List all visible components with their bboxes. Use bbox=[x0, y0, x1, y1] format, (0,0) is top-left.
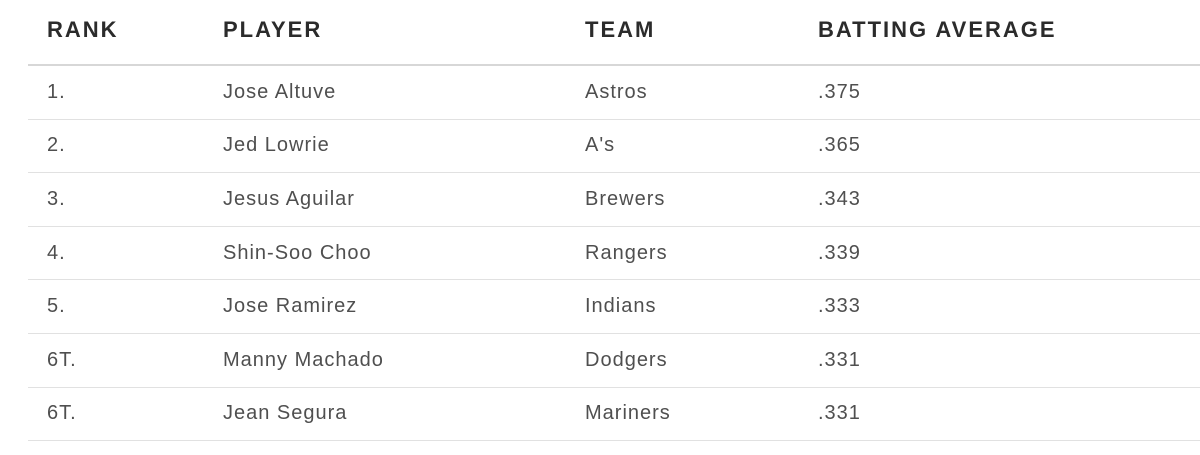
column-header-player: PLAYER bbox=[223, 17, 323, 42]
cell-player: Jose Altuve bbox=[223, 80, 337, 103]
cell-team: Rangers bbox=[585, 241, 668, 264]
column-header-team: TEAM bbox=[585, 17, 656, 42]
table-row: 3. Jesus Aguilar Brewers .343 bbox=[28, 173, 1200, 227]
cell-rank: 5. bbox=[47, 295, 66, 318]
batting-average-table: RANK PLAYER TEAM BATTING AVERAGE 1. Jose… bbox=[28, 0, 1200, 442]
table-row: 1. Jose Altuve Astros .375 bbox=[28, 66, 1200, 120]
column-header-rank: RANK bbox=[47, 17, 119, 42]
column-header-batting-average: BATTING AVERAGE bbox=[818, 17, 1057, 42]
cell-rank: 6T. bbox=[47, 402, 77, 425]
cell-player: Jed Lowrie bbox=[223, 134, 330, 157]
cell-rank: 1. bbox=[47, 80, 66, 103]
cell-team: A's bbox=[585, 134, 616, 157]
table-row: 2. Jed Lowrie A's .365 bbox=[28, 120, 1200, 174]
cell-team: Astros bbox=[585, 80, 648, 103]
cell-rank: 3. bbox=[47, 187, 66, 210]
cell-batting-average: .331 bbox=[818, 348, 861, 371]
table-row: 4. Shin-Soo Choo Rangers .339 bbox=[28, 227, 1200, 281]
cell-team: Mariners bbox=[585, 402, 671, 425]
cell-player: Jesus Aguilar bbox=[223, 187, 355, 210]
cell-player: Manny Machado bbox=[223, 348, 384, 371]
cell-batting-average: .339 bbox=[818, 241, 861, 264]
cell-batting-average: .333 bbox=[818, 295, 861, 318]
cell-player: Jean Segura bbox=[223, 402, 348, 425]
table-row: 5. Jose Ramirez Indians .333 bbox=[28, 280, 1200, 334]
cell-batting-average: .331 bbox=[818, 402, 861, 425]
cell-rank: 2. bbox=[47, 134, 66, 157]
cell-team: Indians bbox=[585, 295, 657, 318]
table-row: 6T. Jean Segura Mariners .331 bbox=[28, 388, 1200, 442]
table-row: 6T. Manny Machado Dodgers .331 bbox=[28, 334, 1200, 388]
table-header-row: RANK PLAYER TEAM BATTING AVERAGE bbox=[28, 0, 1200, 66]
cell-player: Jose Ramirez bbox=[223, 295, 358, 318]
cell-rank: 6T. bbox=[47, 348, 77, 371]
cell-team: Brewers bbox=[585, 187, 666, 210]
cell-batting-average: .365 bbox=[818, 134, 861, 157]
cell-team: Dodgers bbox=[585, 348, 668, 371]
cell-batting-average: .375 bbox=[818, 80, 861, 103]
cell-rank: 4. bbox=[47, 241, 66, 264]
cell-player: Shin-Soo Choo bbox=[223, 241, 372, 264]
cell-batting-average: .343 bbox=[818, 187, 861, 210]
